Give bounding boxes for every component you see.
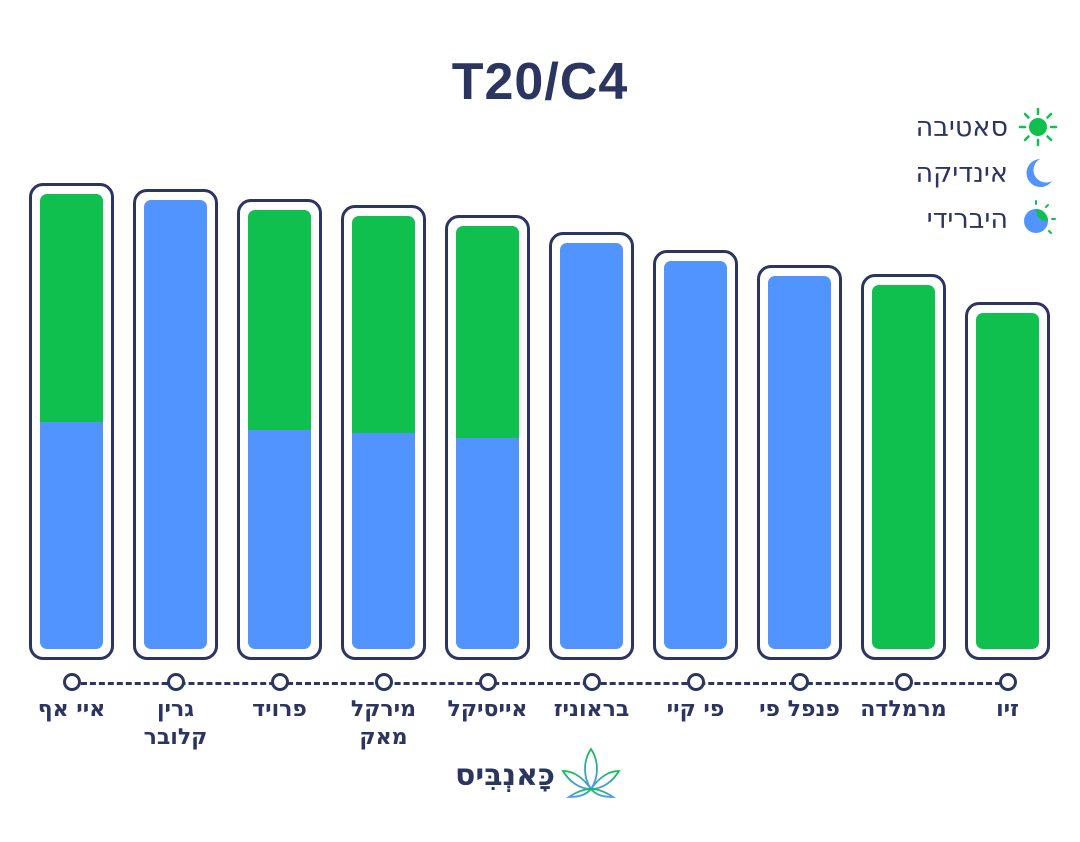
legend-label-indica: אינדיקה (915, 157, 1008, 189)
x-axis-label: בראוניז (553, 697, 630, 722)
bar-fill (248, 210, 311, 649)
legend-label-hybrid: היברידי (926, 203, 1008, 235)
legend-item-indica: אינדיקה (916, 150, 1058, 196)
bar (133, 189, 218, 660)
bar (237, 199, 322, 660)
bar-segment-sativa (40, 194, 103, 422)
bar-fill (144, 200, 207, 649)
x-axis-label: פנפל פי (759, 697, 840, 722)
x-axis-label: איי אף (37, 697, 106, 722)
legend-label-sativa: סאטיבה (915, 111, 1008, 143)
bar (549, 232, 634, 660)
bar (29, 183, 114, 660)
sun-icon (1018, 107, 1058, 147)
logo-text: כָּאנְבִּיס (455, 757, 555, 793)
bar-segment-sativa (248, 210, 311, 430)
hybrid-icon (1018, 199, 1058, 239)
bar (445, 215, 530, 660)
bar (757, 265, 842, 660)
bar-fill (560, 243, 623, 649)
legend-item-sativa: סאטיבה (916, 104, 1058, 150)
x-axis-label: מרמלדה (860, 697, 947, 722)
cannabis-leaf-icon (561, 745, 621, 805)
bar-segment-indica (560, 243, 623, 649)
bar-segment-indica (664, 261, 727, 649)
x-axis-marker (894, 673, 913, 691)
x-axis-marker (62, 673, 81, 691)
x-axis-marker (998, 673, 1017, 691)
chart-title: T20/C4 (451, 53, 629, 111)
x-axis-marker (686, 673, 705, 691)
x-axis-marker (582, 673, 601, 691)
bar-fill (976, 313, 1039, 649)
bar-segment-sativa (976, 313, 1039, 649)
bar-fill (872, 285, 935, 649)
x-axis-label: פרויד (252, 697, 307, 722)
x-axis-label: פי קיי (666, 697, 725, 722)
x-axis-marker (478, 673, 497, 691)
bar-segment-indica (456, 438, 519, 649)
x-axis-marker (270, 673, 289, 691)
x-axis-marker (374, 673, 393, 691)
x-axis-dashed-line (72, 682, 1010, 685)
bar-segment-sativa (352, 216, 415, 433)
bar-segment-indica (144, 200, 207, 649)
x-axis-label: גרין קלובר (143, 697, 208, 750)
x-axis-label: זיו (996, 697, 1019, 722)
bar-segment-indica (248, 430, 311, 649)
bar-fill (664, 261, 727, 649)
moon-icon (1018, 153, 1058, 193)
x-axis-label: אייסיקל (447, 697, 528, 722)
bar (965, 302, 1050, 660)
bar-segment-indica (352, 433, 415, 649)
bar-segment-indica (40, 422, 103, 649)
legend: סאטיבה אינדיקה היברידי (916, 104, 1058, 242)
bar-segment-sativa (456, 226, 519, 438)
bar (341, 205, 426, 660)
bar-fill (40, 194, 103, 649)
bar-fill (456, 226, 519, 649)
x-axis-marker (166, 673, 185, 691)
legend-item-hybrid: היברידי (916, 196, 1058, 242)
bar-fill (352, 216, 415, 649)
x-axis-label: מירקל מאק (350, 697, 417, 750)
x-axis-marker (790, 673, 809, 691)
bar-fill (768, 276, 831, 649)
bar (653, 250, 738, 660)
logo: כָּאנְבִּיס (455, 745, 621, 805)
bar-segment-indica (768, 276, 831, 649)
bar (861, 274, 946, 660)
bar-segment-sativa (872, 285, 935, 649)
